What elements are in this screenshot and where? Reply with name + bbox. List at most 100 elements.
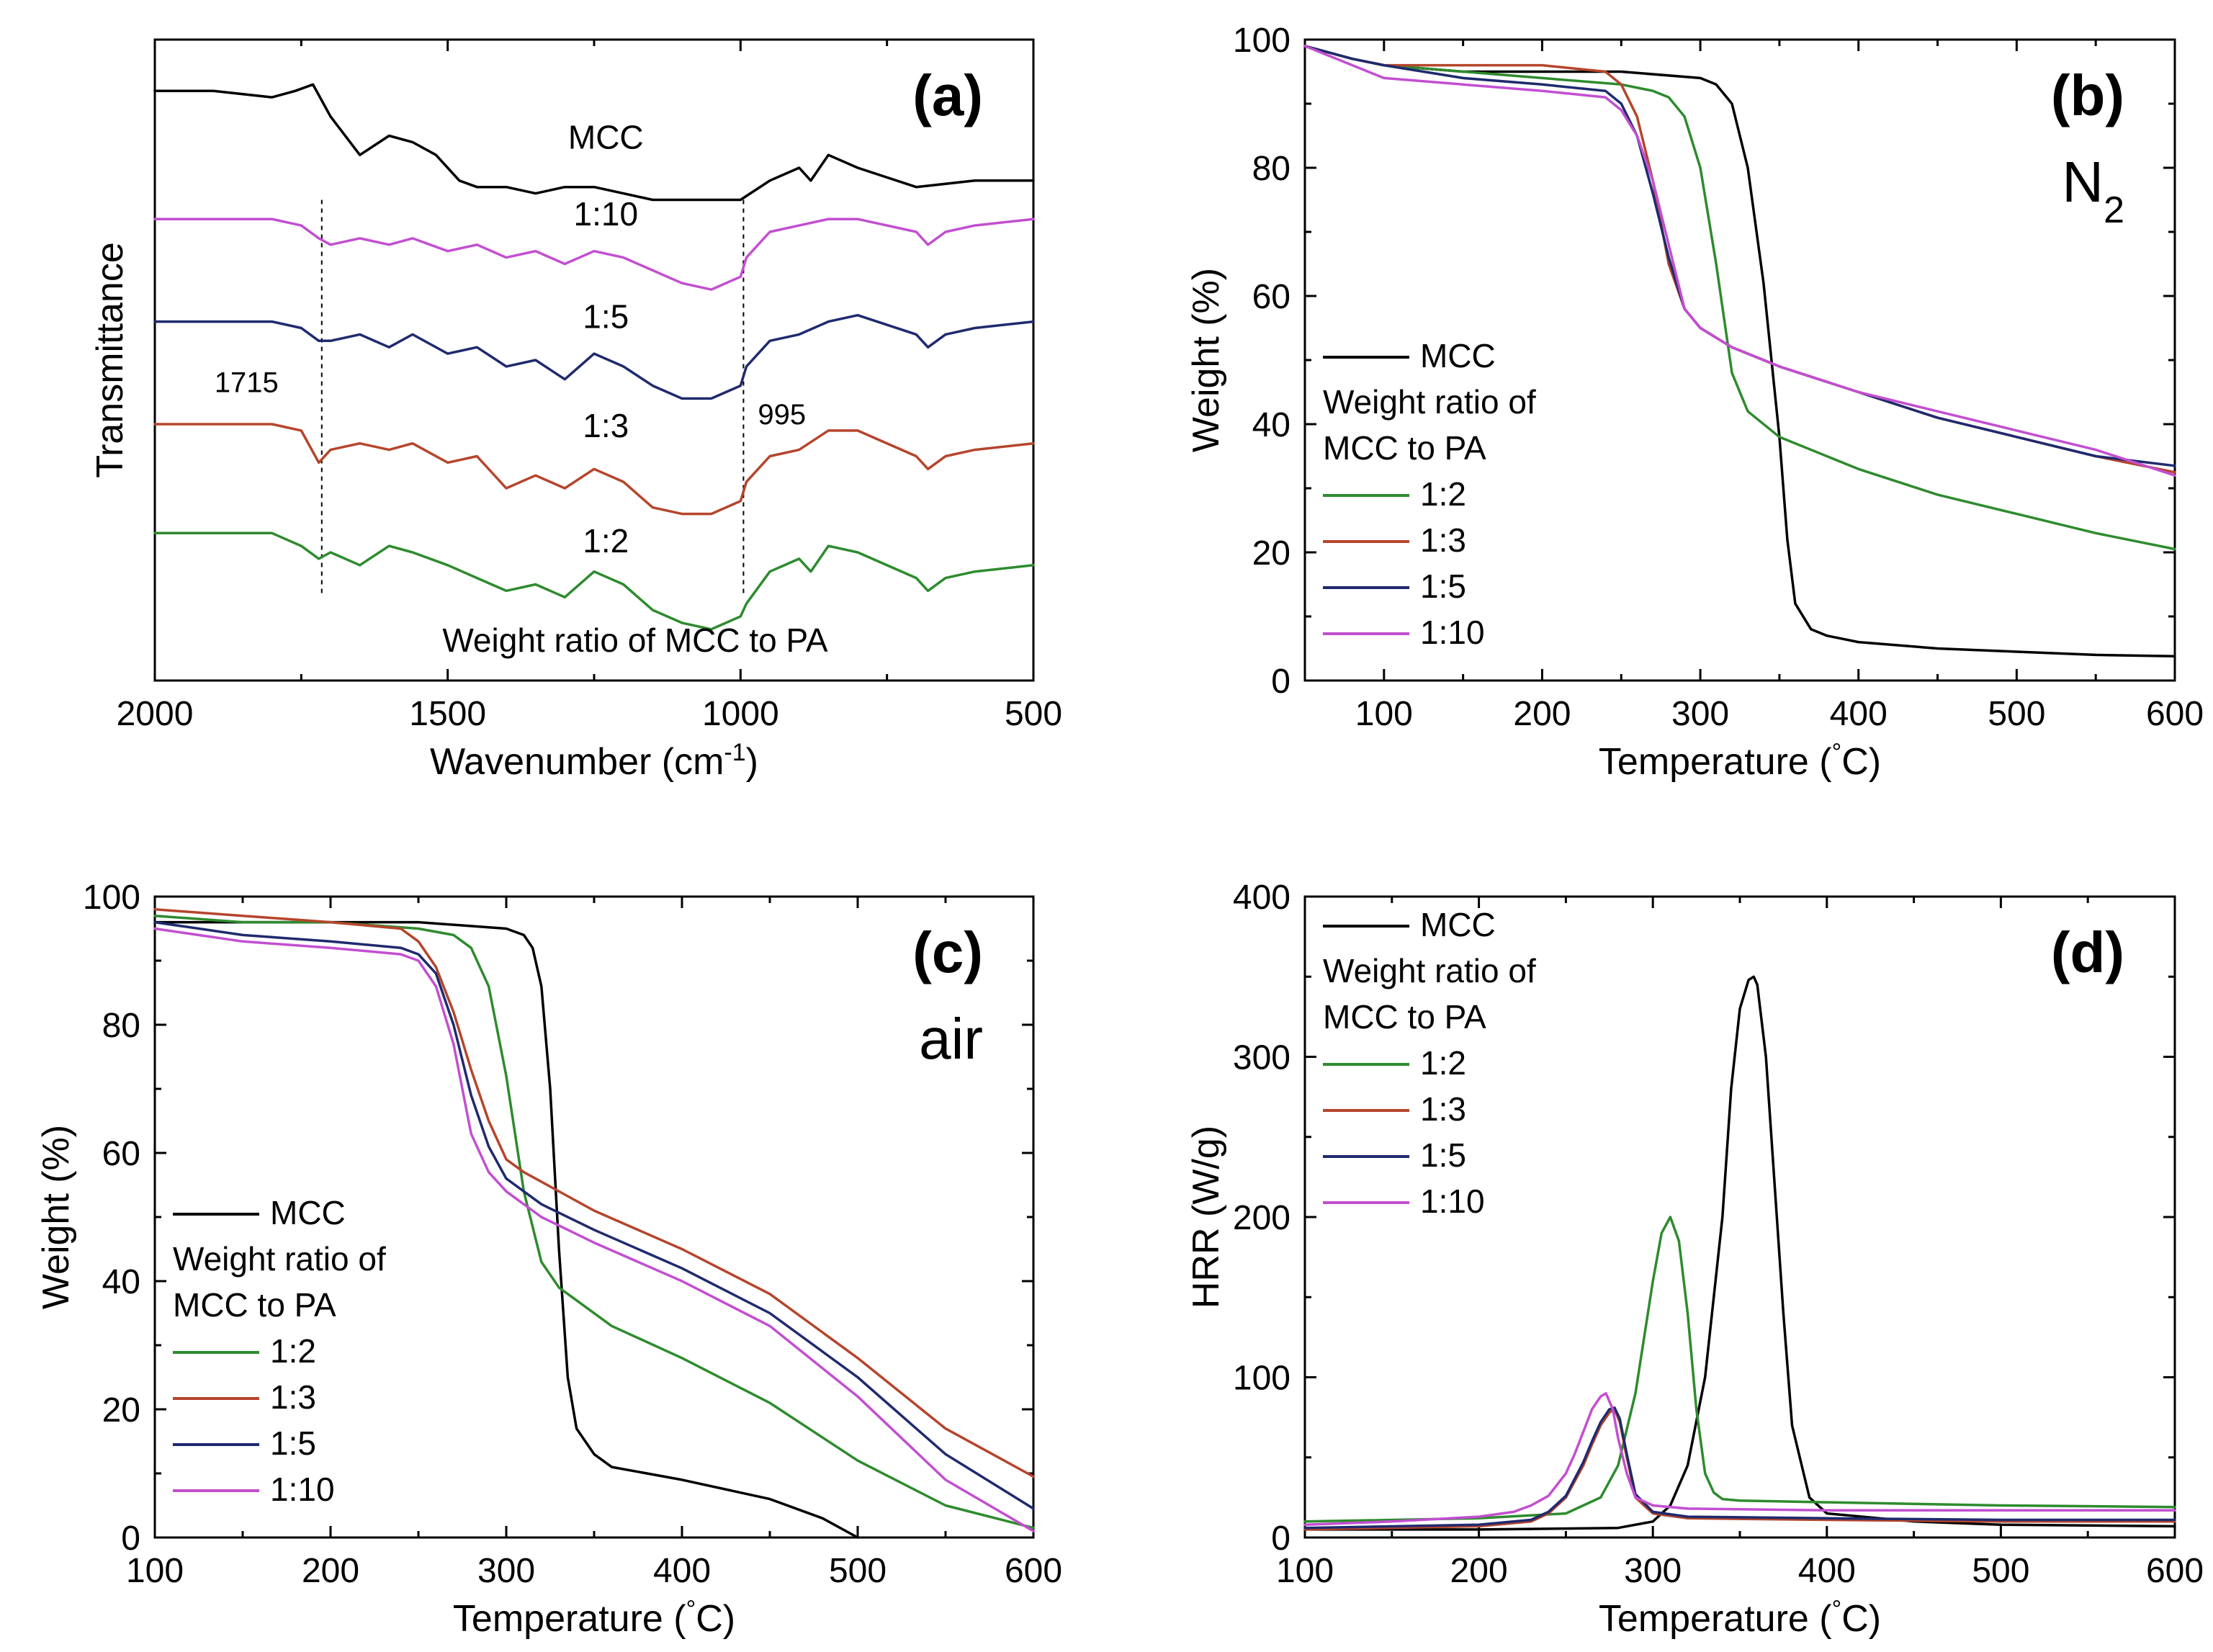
legend-label-1-2: 1:2: [270, 1332, 316, 1370]
legend-subtitle-1: Weight ratio of: [1323, 952, 1536, 989]
x-tick-label: 600: [2146, 695, 2204, 733]
legend-subtitle-2: MCC to PA: [1323, 429, 1486, 467]
x-tick-label: 500: [1005, 695, 1062, 733]
series-label-1-3: 1:3: [583, 407, 629, 444]
reference-label-1715: 1715: [215, 367, 279, 399]
panel-label: (c): [912, 920, 983, 984]
series-line-1-2: [153, 914, 1035, 1530]
y-tick-label: 100: [1233, 1360, 1290, 1398]
legend-subtitle-1: Weight ratio of: [173, 1240, 386, 1278]
series-line-1-3: [153, 423, 1035, 516]
legend-label-1-3: 1:3: [1420, 1090, 1466, 1128]
x-tick-label: 400: [1798, 1552, 1856, 1590]
legend-subtitle-2: MCC to PA: [1323, 998, 1486, 1036]
legend-label-1-2: 1:2: [1420, 475, 1466, 513]
legend-label-MCC: MCC: [1420, 337, 1496, 374]
legend-label-1-10: 1:10: [1420, 614, 1485, 651]
legend-label-1-5: 1:5: [270, 1424, 316, 1462]
panel-c-tga-air-chart: 100 200 300 400 500 600 0 20 40 60 80 100 Temperatur…: [35, 879, 1062, 1640]
y-tick-label: 80: [102, 1007, 140, 1045]
x-axis-label-text: Temperature (: [1599, 1598, 1832, 1640]
series-line-1-3: [153, 908, 1035, 1478]
atmosphere-text: N: [2062, 150, 2104, 214]
x-axis-label-text: Temperature (: [1599, 741, 1832, 783]
x-tick-label: 1500: [409, 695, 486, 733]
y-tick-label: 60: [1252, 278, 1290, 316]
y-tick-label: 0: [1271, 1519, 1290, 1558]
legend-subtitle-2: MCC to PA: [173, 1286, 336, 1324]
x-tick-label: 500: [829, 1552, 886, 1590]
x-tick-label: 300: [1671, 695, 1729, 733]
y-tick-label: 0: [1271, 663, 1290, 701]
panel-label: (b): [2051, 63, 2124, 127]
x-tick-label: 300: [1624, 1552, 1682, 1590]
panel-a-ftir-chart: 2000 1500 1000 500 Wavenumber (cm-1) Transmit…: [89, 38, 1062, 783]
x-axis-label-degree: °: [1832, 1596, 1842, 1623]
x-tick-label: 600: [2146, 1552, 2204, 1590]
x-axis-label: Wavenumber (cm-1): [430, 739, 758, 783]
x-tick-label: 300: [477, 1552, 535, 1590]
y-tick-label: 400: [1233, 879, 1290, 917]
series-line-1-5: [153, 313, 1035, 400]
y-tick-label: 20: [102, 1391, 140, 1429]
annotation-text: Weight ratio of MCC to PA: [442, 621, 827, 659]
x-tick-label: 200: [302, 1552, 359, 1590]
x-tick-label: 1000: [702, 695, 779, 733]
series-line-1-5: [153, 920, 1035, 1510]
legend: MCC Weight ratio of MCC to PA 1:2 1:3 1:5 1:10: [1323, 906, 1536, 1220]
atmosphere-label: N2: [2062, 150, 2124, 231]
series-line-1-5: [1303, 45, 2176, 467]
x-axis-label-end: C): [1841, 1598, 1881, 1640]
legend-label-1-10: 1:10: [1420, 1182, 1485, 1220]
x-tick-label: 200: [1450, 1552, 1508, 1590]
legend: MCC Weight ratio of MCC to PA 1:2 1:3 1:5 1:10: [1323, 337, 1536, 651]
legend-label-1-2: 1:2: [1420, 1044, 1466, 1082]
series-label-1-2: 1:2: [583, 522, 629, 560]
series-line-1-10: [153, 927, 1035, 1532]
x-axis-label-degree: °: [686, 1596, 696, 1623]
legend-label-1-5: 1:5: [1420, 1136, 1466, 1174]
panel-b-tga-n2-chart: 100 200 300 400 500 600 0 20 40 60 80 100 Temperatur…: [1185, 22, 2204, 783]
atmosphere-text: air: [919, 1007, 983, 1071]
x-tick-label: 100: [126, 1552, 184, 1590]
legend-subtitle-1: Weight ratio of: [1323, 383, 1536, 421]
series-line-MCC: [153, 920, 859, 1539]
x-tick-label: 2000: [117, 695, 194, 733]
series-label-MCC: MCC: [568, 118, 644, 156]
series-label-1-10: 1:10: [574, 195, 639, 233]
series-line-1-2: [153, 531, 1035, 631]
legend-label-1-5: 1:5: [1420, 567, 1466, 605]
x-axis-label-text: Temperature (: [453, 1598, 686, 1640]
x-axis-label-end: ): [746, 741, 758, 783]
y-tick-label: 60: [102, 1135, 140, 1173]
series-line-MCC: [1303, 45, 2176, 657]
y-tick-label: 300: [1233, 1039, 1290, 1077]
y-axis-label: Weight (%): [1185, 268, 1227, 452]
legend: MCC Weight ratio of MCC to PA 1:2 1:3 1:5 1:10: [173, 1194, 386, 1508]
x-axis-label-degree: °: [1832, 739, 1842, 766]
x-axis-label-text: Wavenumber (cm: [430, 741, 724, 783]
atmosphere-label: air: [919, 1007, 983, 1071]
series-line-1-10: [153, 217, 1035, 291]
y-tick-label: 80: [1252, 150, 1290, 188]
legend-label-1-10: 1:10: [270, 1471, 335, 1508]
y-tick-label: 0: [121, 1519, 140, 1558]
x-axis-label: Temperature (°C): [1599, 739, 1881, 783]
y-tick-label: 40: [1252, 406, 1290, 444]
x-tick-label: 600: [1005, 1552, 1062, 1590]
atmosphere-subscript: 2: [2104, 189, 2124, 231]
y-tick-label: 40: [102, 1263, 140, 1301]
y-tick-label: 20: [1252, 534, 1290, 573]
panel-d-hrr-chart: 100 200 300 400 500 6000100200300400Temperatu…: [1185, 879, 2204, 1640]
panel-label: (a): [912, 63, 983, 127]
y-axis-label: Weight (%): [35, 1125, 77, 1309]
series-line-1-2: [1303, 1216, 2176, 1523]
x-tick-label: 500: [1988, 695, 2045, 733]
reference-label-995: 995: [758, 399, 806, 431]
series-line-1-10: [1303, 45, 2176, 477]
x-tick-label: 100: [1355, 695, 1413, 733]
series-label-1-5: 1:5: [583, 298, 629, 336]
x-axis-label: Temperature (°C): [1599, 1596, 1881, 1640]
y-tick-label: 100: [83, 879, 140, 917]
